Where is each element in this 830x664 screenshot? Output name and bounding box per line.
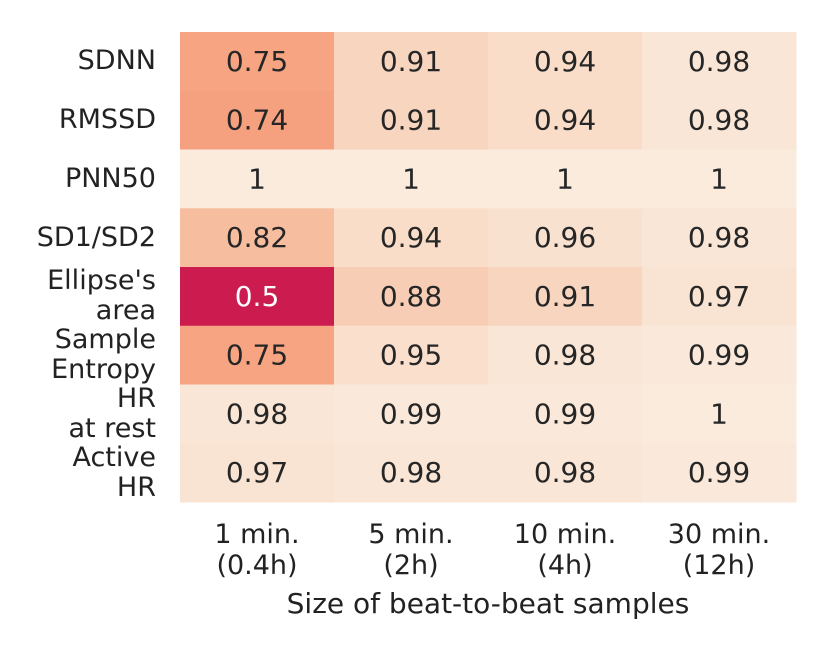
heatmap-cell xyxy=(334,443,489,503)
heatmap-cell xyxy=(488,384,643,444)
heatmap-cell xyxy=(180,325,335,385)
heatmap-cell xyxy=(180,208,335,268)
y-axis-tick-label: PNN50 xyxy=(64,162,156,194)
heatmap-value-label: 0.91 xyxy=(380,104,442,137)
heatmap-cell xyxy=(642,267,797,327)
heatmap-value-label: 0.82 xyxy=(226,221,288,254)
heatmap-value-label: 0.98 xyxy=(534,339,596,372)
heatmap-cell xyxy=(334,90,489,150)
heatmap-value-label: 0.97 xyxy=(226,456,288,489)
heatmap-cell xyxy=(642,149,797,209)
heatmap-value-label: 0.98 xyxy=(688,45,750,78)
heatmap-value-label: 1 xyxy=(248,162,266,195)
heatmap-cell xyxy=(488,267,643,327)
x-axis-tick-label: 5 min. (2h) xyxy=(368,519,454,581)
heatmap-value-label: 0.91 xyxy=(534,280,596,313)
heatmap-value-label: 0.94 xyxy=(534,45,596,78)
heatmap-value-label: 0.98 xyxy=(688,221,750,254)
heatmap-cell xyxy=(642,32,797,92)
heatmap-value-label: 0.74 xyxy=(226,104,288,137)
heatmap-value-label: 0.96 xyxy=(534,221,596,254)
heatmap-cell xyxy=(334,32,489,92)
heatmap-value-label: 0.94 xyxy=(380,221,442,254)
y-axis-tick-label: Ellipse's area xyxy=(47,265,156,327)
heatmap-value-label: 0.97 xyxy=(688,280,750,313)
heatmap-value-label: 0.98 xyxy=(534,456,596,489)
heatmap-cell xyxy=(488,90,643,150)
heatmap-cell xyxy=(334,384,489,444)
x-axis-tick-label: 10 min. (4h) xyxy=(513,519,617,581)
heatmap-cell-labels: 0.75 0.91 0.94 0.98 0.74 0.91 0.94 0.98 1 1 1 1 0.82… xyxy=(226,45,750,489)
heatmap-cell xyxy=(334,267,489,327)
heatmap-value-label: 0.75 xyxy=(226,45,288,78)
heatmap-cell xyxy=(642,325,797,385)
heatmap-cell xyxy=(334,325,489,385)
y-axis-tick-label: HR at rest xyxy=(68,382,157,444)
heatmap-value-label: 0.99 xyxy=(688,456,750,489)
heatmap-value-label: 0.98 xyxy=(380,456,442,489)
heatmap-value-label: 0.75 xyxy=(226,339,288,372)
heatmap-value-label: 0.94 xyxy=(534,104,596,137)
heatmap-cell xyxy=(642,208,797,268)
heatmap-cell xyxy=(642,443,797,503)
y-axis-tick-label: Sample Entropy xyxy=(51,324,156,386)
x-axis-tick-label: 30 min. (12h) xyxy=(667,519,771,581)
heatmap-cell xyxy=(488,325,643,385)
heatmap-cell xyxy=(180,384,335,444)
heatmap-cell xyxy=(488,208,643,268)
heatmap-value-label: 0.98 xyxy=(688,104,750,137)
heatmap-cell xyxy=(180,90,335,150)
y-axis-tick-label: SD1/SD2 xyxy=(36,221,156,253)
heatmap-value-label: 1 xyxy=(710,162,728,195)
x-axis-tick-label: 1 min. (0.4h) xyxy=(214,519,300,581)
heatmap-cell xyxy=(642,384,797,444)
heatmap-cell xyxy=(488,149,643,209)
heatmap-value-label: 0.88 xyxy=(380,280,442,313)
heatmap-cell xyxy=(180,32,335,92)
heatmap-value-label: 1 xyxy=(556,162,574,195)
x-axis-title: Size of beat-to-beat samples xyxy=(286,587,690,620)
y-axis-tick-label: SDNN xyxy=(77,45,156,77)
heatmap-value-label: 0.99 xyxy=(380,397,442,430)
heatmap-value-label: 0.98 xyxy=(226,397,288,430)
heatmap-value-label: 0.5 xyxy=(235,280,280,313)
heatmap-cell xyxy=(180,267,335,327)
heatmap-value-label: 1 xyxy=(402,162,420,195)
heatmap-value-label: 0.99 xyxy=(534,397,596,430)
heatmap-cell xyxy=(488,443,643,503)
heatmap-value-label: 1 xyxy=(710,397,728,430)
heatmap-cell xyxy=(334,208,489,268)
heatmap-cell xyxy=(334,149,489,209)
y-axis-tick-label: Active HR xyxy=(72,441,156,503)
y-axis-tick-label: RMSSD xyxy=(58,104,156,136)
heatmap-cell xyxy=(180,443,335,503)
heatmap-cell xyxy=(180,149,335,209)
heatmap-value-label: 0.91 xyxy=(380,45,442,78)
heatmap-value-label: 0.99 xyxy=(688,339,750,372)
heatmap-value-label: 0.95 xyxy=(380,339,442,372)
heatmap-cells xyxy=(180,32,797,503)
heatmap-cell xyxy=(488,32,643,92)
heatmap-cell xyxy=(642,90,797,150)
